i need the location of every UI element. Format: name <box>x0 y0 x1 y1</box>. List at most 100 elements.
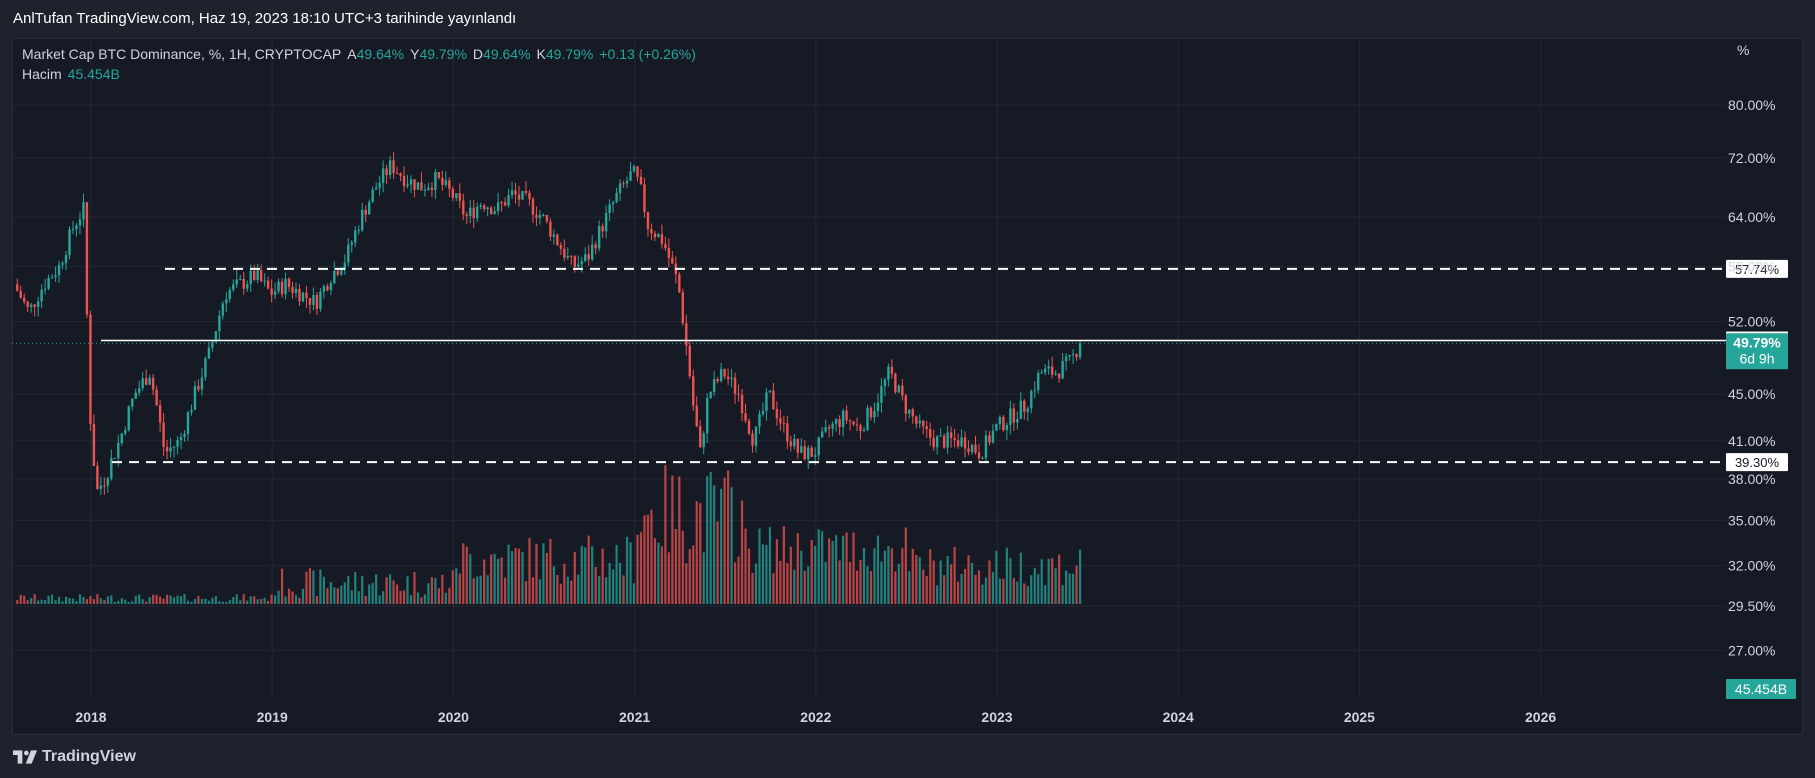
chart-frame[interactable] <box>12 38 1803 735</box>
volume-bar <box>594 566 597 604</box>
volume-bar <box>584 547 587 604</box>
candle-body <box>482 205 486 210</box>
volume-bar <box>542 543 545 604</box>
candle-body <box>458 193 461 201</box>
volume-value: 45.454B <box>67 66 120 82</box>
y-tick-label: 80.00% <box>1728 97 1775 113</box>
candle-body <box>287 278 291 287</box>
volume-bar <box>814 545 817 604</box>
candle-body <box>859 425 862 431</box>
candle-body <box>329 283 333 291</box>
candle-body <box>124 430 127 434</box>
y-axis[interactable]: % 80.00% 72.00% 64.00% 58.00% 52.00% 45.00% 41.… <box>1728 42 1775 659</box>
candle-body <box>678 274 681 293</box>
candle-body <box>190 409 193 413</box>
volume-bar <box>625 536 629 604</box>
volume-bar <box>186 600 190 604</box>
candle-body <box>531 199 535 215</box>
legend-open-value: 49.64% <box>356 46 405 62</box>
volume-bar <box>657 542 660 604</box>
volume-bar <box>483 559 486 604</box>
volume-label[interactable]: Hacim <box>22 66 62 82</box>
candle-body <box>726 376 730 380</box>
candle-body <box>904 395 908 414</box>
y-tick-label: 38.00% <box>1728 471 1775 487</box>
candle-body <box>214 331 218 343</box>
volume-bar <box>768 527 772 604</box>
volume-bar <box>517 548 521 604</box>
candle-body <box>381 168 385 183</box>
candle-body <box>827 427 831 429</box>
candle-body <box>437 172 441 179</box>
volume-bar <box>402 590 406 604</box>
volume-bar <box>242 594 245 604</box>
y-axis-unit: % <box>1737 42 1749 58</box>
volume-bar <box>298 597 301 604</box>
x-tick-label: 2022 <box>800 709 831 725</box>
candle-body <box>967 448 970 453</box>
volume-bar <box>1065 570 1068 604</box>
candle-body <box>406 184 409 186</box>
volume-bar <box>378 595 381 604</box>
candle-body <box>580 261 583 265</box>
volume-bar <box>294 595 298 604</box>
candle-body <box>176 440 179 447</box>
volume-bar <box>451 570 454 604</box>
volume-bar <box>99 598 102 604</box>
candle-body <box>664 244 667 249</box>
tradingview-logo[interactable]: TradingView <box>13 748 136 766</box>
candle-body <box>378 182 381 188</box>
candle-body <box>1030 390 1033 409</box>
volume-bar <box>1075 565 1078 604</box>
candle-body <box>455 193 458 198</box>
legend-symbol[interactable]: Market Cap BTC Dominance, %, 1H, CRYPTOC… <box>22 46 342 62</box>
candle-body <box>420 182 423 191</box>
volume-bar <box>605 577 608 604</box>
volume-bar <box>632 583 636 604</box>
candle-body <box>294 288 298 293</box>
candle-body <box>476 206 479 219</box>
footer-bar <box>0 735 1815 778</box>
candle-body <box>667 248 671 258</box>
volume-bar <box>312 570 315 604</box>
volume-bar <box>747 548 751 604</box>
volume-bar <box>395 584 399 604</box>
volume-bar <box>845 532 848 604</box>
last-volume-label: 45.454B <box>1726 679 1796 699</box>
candle-body <box>747 420 751 434</box>
volume-bar <box>329 582 332 604</box>
volume-bar <box>643 515 646 604</box>
candle-body <box>1071 354 1075 356</box>
volume-bar <box>336 588 339 604</box>
candle-body <box>232 284 235 290</box>
candle-body <box>371 189 374 203</box>
volume-bar <box>660 546 663 604</box>
candle-body <box>953 438 956 440</box>
volume-bar <box>232 596 235 604</box>
volume-bar <box>1012 578 1015 604</box>
candle-body <box>685 323 688 346</box>
volume-bar <box>950 564 953 604</box>
candle-body <box>1078 343 1082 358</box>
candle-body <box>660 234 664 245</box>
candle-body <box>775 408 779 419</box>
last-price-countdown: 6d 9h <box>1739 350 1774 366</box>
candle-body <box>451 188 455 198</box>
candle-body <box>625 180 629 184</box>
volume-bar <box>876 535 880 604</box>
candle-body <box>935 436 939 448</box>
candle-body <box>291 286 294 293</box>
volume-bar <box>270 594 273 604</box>
candle-body <box>340 270 343 275</box>
candle-body <box>127 406 130 431</box>
candle-body <box>841 410 845 427</box>
candle-body <box>800 446 803 453</box>
x-axis[interactable]: 2018 2019 2020 2021 2022 2023 2024 2025 2026 <box>75 709 1556 725</box>
candle-body <box>925 426 928 430</box>
candle-body <box>556 234 559 245</box>
candle-body <box>259 270 263 282</box>
volume-bar <box>629 542 632 604</box>
candle-body <box>866 407 869 430</box>
candle-body <box>43 288 47 290</box>
